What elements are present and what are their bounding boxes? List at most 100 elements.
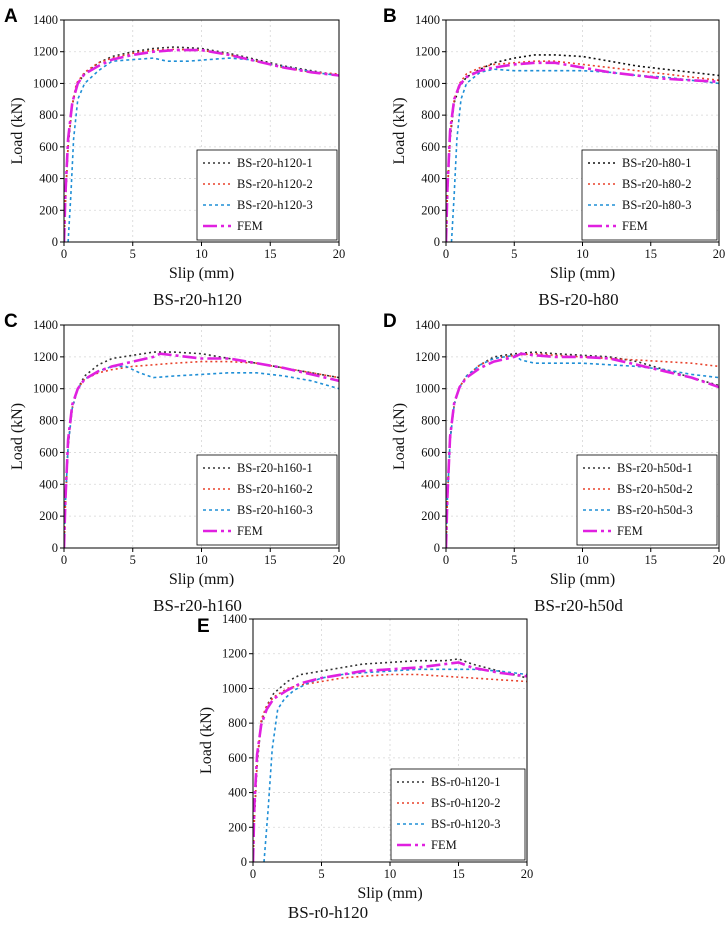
legend-label: BS-r0-h120-1 xyxy=(431,775,500,789)
legend-label: FEM xyxy=(622,219,648,233)
y-tick-label: 800 xyxy=(39,108,58,122)
y-tick-label: 1000 xyxy=(415,76,440,90)
legend-label: FEM xyxy=(237,524,263,538)
panel-caption: BS-r20-h50d xyxy=(534,596,623,615)
legend-label: BS-r20-h80-1 xyxy=(622,156,691,170)
legend-label: BS-r20-h160-1 xyxy=(237,461,313,475)
x-tick-label: 10 xyxy=(576,553,589,567)
legend-label: FEM xyxy=(237,219,263,233)
legend-label: BS-r20-h50d-2 xyxy=(617,482,693,496)
y-tick-label: 1200 xyxy=(33,45,58,59)
y-tick-label: 1400 xyxy=(33,13,58,27)
legend-box xyxy=(196,149,338,241)
x-axis-label: Slip (mm) xyxy=(357,885,422,902)
legend-label: BS-r20-h120-3 xyxy=(237,198,313,212)
panel-caption: BS-r0-h120 xyxy=(288,903,368,922)
y-tick-label: 1400 xyxy=(415,13,440,27)
x-tick-label: 5 xyxy=(130,553,136,567)
legend-box xyxy=(576,454,718,546)
x-tick-label: 0 xyxy=(250,867,256,881)
y-tick-label: 400 xyxy=(39,477,58,491)
y-tick-label: 1400 xyxy=(33,318,58,332)
legend-label: BS-r0-h120-3 xyxy=(431,817,500,831)
y-tick-label: 200 xyxy=(421,203,440,217)
y-tick-label: 600 xyxy=(39,445,58,459)
x-tick-label: 20 xyxy=(521,867,534,881)
y-tick-label: 800 xyxy=(421,414,440,428)
y-axis-label: Load (kN) xyxy=(9,403,26,470)
y-tick-label: 200 xyxy=(39,203,58,217)
y-tick-label: 0 xyxy=(52,235,58,249)
y-tick-label: 1200 xyxy=(415,45,440,59)
series-line-4 xyxy=(253,661,527,862)
x-tick-label: 15 xyxy=(645,247,658,261)
panel-caption: BS-r20-h160 xyxy=(153,596,242,615)
y-tick-label: 200 xyxy=(421,509,440,523)
x-tick-label: 10 xyxy=(576,247,589,261)
y-tick-label: 0 xyxy=(434,235,440,249)
panel-letter: E xyxy=(197,616,210,637)
y-tick-label: 600 xyxy=(39,140,58,154)
legend-label: BS-r20-h120-1 xyxy=(237,156,313,170)
series-line-4 xyxy=(446,61,719,242)
panel-letter: A xyxy=(4,6,18,27)
legend-label: BS-r20-h160-3 xyxy=(237,503,313,517)
panel-letter: B xyxy=(383,6,397,27)
legend-label: BS-r20-h80-2 xyxy=(622,177,691,191)
y-tick-label: 200 xyxy=(39,509,58,523)
series-line-1 xyxy=(253,658,527,862)
legend: BS-r20-h160-1 BS-r20-h160-2 BS-r20-h160-3 F… xyxy=(196,454,338,546)
y-tick-label: 800 xyxy=(228,716,247,730)
x-tick-label: 15 xyxy=(264,247,277,261)
y-axis-label: Load (kN) xyxy=(198,707,215,774)
x-tick-label: 15 xyxy=(264,553,277,567)
y-tick-label: 600 xyxy=(421,140,440,154)
y-tick-label: 1400 xyxy=(222,612,247,626)
x-tick-label: 5 xyxy=(511,247,517,261)
panel-letter: C xyxy=(4,311,18,332)
x-tick-label: 20 xyxy=(333,247,346,261)
y-tick-label: 1000 xyxy=(33,382,58,396)
legend-label: BS-r0-h120-2 xyxy=(431,796,500,810)
legend-box xyxy=(390,768,526,861)
x-tick-label: 10 xyxy=(195,553,208,567)
series-line-1 xyxy=(64,46,339,242)
x-tick-label: 5 xyxy=(511,553,517,567)
y-tick-label: 0 xyxy=(52,541,58,555)
y-tick-label: 1200 xyxy=(222,647,247,661)
y-axis-label: Load (kN) xyxy=(9,97,26,164)
legend: BS-r20-h120-1 BS-r20-h120-2 BS-r20-h120-3 F… xyxy=(196,149,338,241)
x-axis-label: Slip (mm) xyxy=(550,265,615,282)
y-tick-label: 800 xyxy=(421,108,440,122)
legend-label: FEM xyxy=(617,524,643,538)
y-tick-label: 400 xyxy=(228,786,247,800)
x-tick-label: 10 xyxy=(384,867,397,881)
y-tick-label: 400 xyxy=(39,172,58,186)
x-tick-label: 0 xyxy=(61,247,67,261)
x-axis-label: Slip (mm) xyxy=(550,571,615,588)
x-tick-label: 20 xyxy=(333,553,346,567)
x-tick-label: 10 xyxy=(195,247,208,261)
series-line-4 xyxy=(64,48,339,242)
x-tick-label: 20 xyxy=(713,553,726,567)
legend-label: BS-r20-h50d-1 xyxy=(617,461,693,475)
y-axis-label: Load (kN) xyxy=(391,403,408,470)
x-tick-label: 15 xyxy=(645,553,658,567)
series-line-1 xyxy=(446,54,719,242)
series-line-4 xyxy=(64,352,339,548)
y-tick-label: 1200 xyxy=(33,350,58,364)
x-tick-label: 15 xyxy=(452,867,465,881)
x-tick-label: 5 xyxy=(318,867,324,881)
legend-box xyxy=(581,149,718,241)
y-tick-label: 0 xyxy=(434,541,440,555)
panel-letter: D xyxy=(383,311,397,332)
y-tick-label: 1000 xyxy=(415,382,440,396)
x-tick-label: 5 xyxy=(130,247,136,261)
panel-caption: BS-r20-h120 xyxy=(153,290,242,309)
y-tick-label: 1000 xyxy=(33,76,58,90)
